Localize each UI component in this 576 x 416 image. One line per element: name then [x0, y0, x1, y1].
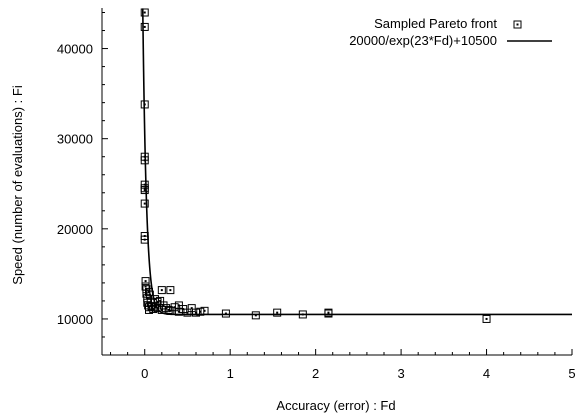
x-tick-label: 5 — [568, 366, 575, 381]
data-point — [159, 301, 168, 310]
data-point-center — [177, 304, 180, 307]
data-point-center — [327, 312, 330, 315]
legend-marker-dot — [516, 23, 519, 26]
data-point-center — [153, 306, 156, 309]
scatter-points — [140, 8, 491, 323]
data-point-center — [186, 311, 189, 314]
data-point-center — [153, 298, 156, 301]
data-point — [187, 304, 196, 313]
y-tick-label: 40000 — [57, 42, 93, 57]
data-point-center — [144, 280, 147, 283]
data-point — [482, 314, 491, 323]
x-tick-label: 1 — [227, 366, 234, 381]
legend-label-fit-curve: 20000/exp(23*Fd)+10500 — [349, 33, 497, 48]
x-tick-label: 0 — [141, 366, 148, 381]
fit-curve — [141, 8, 572, 316]
y-tick-label: 30000 — [57, 132, 93, 147]
data-point-center — [143, 25, 146, 28]
data-point — [140, 156, 149, 165]
data-point — [170, 303, 179, 312]
data-point — [162, 304, 171, 313]
data-point-center — [159, 299, 162, 302]
data-point-center — [143, 238, 146, 241]
data-point-center — [173, 306, 176, 309]
data-point-center — [148, 293, 151, 296]
data-point — [200, 306, 209, 315]
data-point-center — [143, 189, 146, 192]
data-point — [150, 295, 159, 304]
data-point — [251, 311, 260, 320]
y-axis-ticks: 10000 20000 30000 40000 — [57, 12, 108, 356]
data-point-center — [169, 289, 172, 292]
legend: Sampled Pareto front 20000/exp(23*Fd)+10… — [349, 16, 552, 48]
data-point — [140, 235, 149, 244]
data-point-center — [224, 312, 227, 315]
fit-curve-group — [141, 8, 572, 316]
data-point — [166, 286, 175, 295]
data-point-center — [148, 306, 150, 309]
data-point-center — [152, 308, 155, 311]
data-point-center — [143, 11, 146, 14]
data-point — [140, 100, 149, 109]
data-point-center — [203, 309, 206, 312]
x-tick-label: 2 — [312, 366, 319, 381]
data-point-center — [156, 307, 159, 310]
x-tick-label: 4 — [483, 366, 490, 381]
x-axis-label: Accuracy (error) : Fd — [276, 398, 395, 413]
data-point — [164, 305, 173, 314]
data-point-center — [156, 300, 159, 303]
x-axis-ticks: 0 1 2 3 4 5 — [110, 349, 576, 381]
axes — [101, 8, 572, 356]
data-point-center — [143, 187, 146, 190]
data-point-center — [254, 314, 257, 317]
y-tick-label: 10000 — [57, 312, 93, 327]
data-point-center — [276, 311, 279, 314]
data-point-center — [143, 159, 146, 162]
data-point-center — [301, 313, 304, 316]
data-point — [157, 286, 166, 295]
data-point — [140, 186, 149, 195]
data-point-center — [169, 309, 172, 312]
data-point-center — [199, 310, 202, 313]
data-point-center — [160, 308, 163, 311]
data-point-center — [144, 285, 147, 288]
data-point — [221, 309, 230, 318]
data-point-center — [177, 310, 180, 313]
data-point-center — [143, 103, 146, 106]
data-point-center — [195, 311, 197, 314]
data-point-center — [167, 308, 170, 311]
legend-marker-square — [513, 20, 522, 29]
data-point-center — [165, 307, 168, 310]
data-point-center — [148, 290, 150, 293]
x-tick-label: 3 — [397, 366, 404, 381]
data-point — [145, 287, 153, 296]
data-point — [273, 308, 282, 317]
data-point-center — [160, 289, 163, 292]
y-axis-label: Speed (number of evaluations) : Fi — [10, 85, 25, 285]
legend-label-sampled-pareto-front: Sampled Pareto front — [374, 16, 497, 31]
data-point-center — [143, 202, 146, 205]
data-point-center — [145, 288, 148, 291]
data-point — [179, 305, 188, 314]
data-point — [140, 199, 149, 208]
data-point — [324, 309, 333, 318]
data-point-center — [162, 304, 165, 307]
data-point-center — [485, 317, 488, 320]
data-point — [141, 277, 150, 286]
data-point — [140, 8, 149, 17]
data-point-center — [190, 307, 193, 310]
data-point — [174, 307, 183, 316]
data-point — [140, 22, 149, 31]
data-point-center — [182, 308, 185, 311]
y-tick-label: 20000 — [57, 222, 93, 237]
data-point — [298, 310, 307, 319]
